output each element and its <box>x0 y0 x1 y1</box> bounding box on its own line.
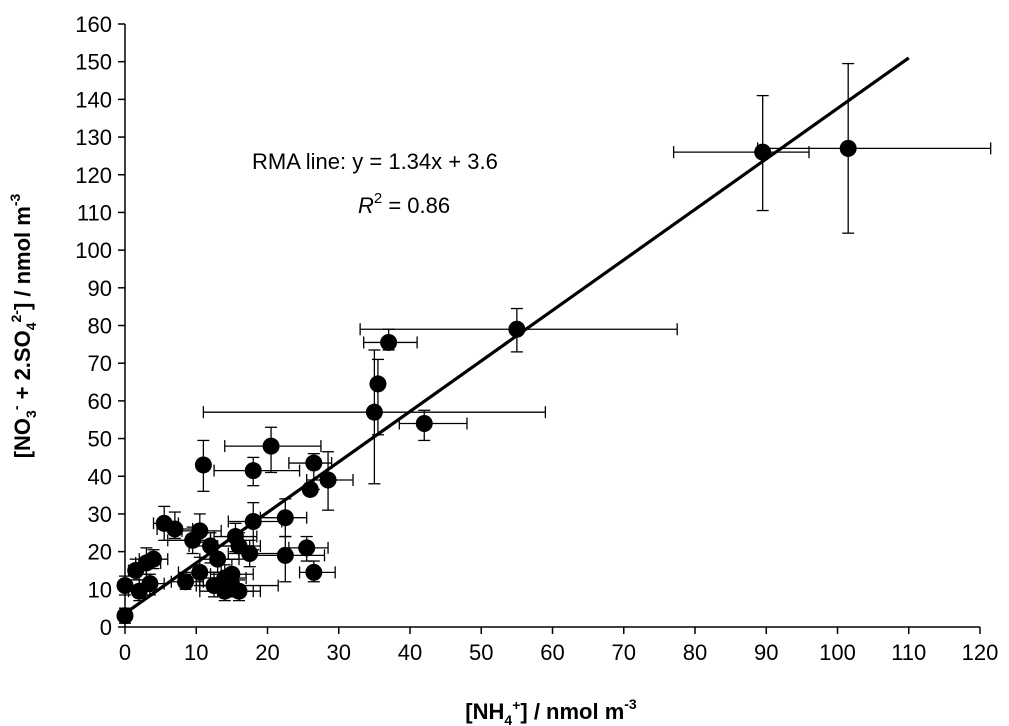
x-tick-label: 40 <box>398 640 422 665</box>
annotation-equation: RMA line: y = 1.34x + 3.6 <box>252 149 498 174</box>
axes <box>118 23 981 634</box>
x-tick-label: 60 <box>540 640 564 665</box>
data-point <box>415 414 433 432</box>
y-tick-label: 130 <box>75 125 112 150</box>
y-tick-label: 150 <box>75 50 112 75</box>
r-value: = 0.86 <box>382 193 450 218</box>
data-point <box>244 462 262 480</box>
y-tick-label: 0 <box>100 615 112 640</box>
y-tick-label: 90 <box>88 276 112 301</box>
data-point <box>298 539 316 557</box>
y-tick-label: 160 <box>75 12 112 37</box>
y-tick-label: 40 <box>88 464 112 489</box>
tick-labels: 0102030405060708090100110120130140150160… <box>75 12 998 665</box>
data-point <box>754 143 772 161</box>
data-point <box>130 582 148 600</box>
y-axis-title: [NO3- + 2.SO42-] / nmol m-3 <box>7 193 39 458</box>
data-point <box>244 512 262 530</box>
r-symbol: R <box>358 193 374 218</box>
data-point <box>230 582 248 600</box>
data-point <box>305 454 323 472</box>
error-bars <box>119 62 992 624</box>
data-point <box>127 561 145 579</box>
x-tick-label: 110 <box>891 640 926 665</box>
y-tick-label: 120 <box>75 163 112 188</box>
x-tick-label: 90 <box>754 640 778 665</box>
y-tick-label: 80 <box>88 314 112 339</box>
x-tick-label: 0 <box>119 640 131 665</box>
x-tick-label: 100 <box>819 640 856 665</box>
x-tick-label: 30 <box>327 640 351 665</box>
x-tick-label: 120 <box>962 640 999 665</box>
data-point <box>839 139 857 157</box>
data-point <box>209 550 227 568</box>
data-point <box>508 320 526 338</box>
y-tick-label: 70 <box>88 351 112 376</box>
data-points <box>116 139 857 625</box>
data-point <box>241 545 259 563</box>
data-point <box>216 582 234 600</box>
data-point <box>369 375 387 393</box>
y-tick-label: 110 <box>77 200 112 225</box>
annotation-r-squared: R2 = 0.86 <box>358 190 450 218</box>
data-point <box>301 480 319 498</box>
data-point <box>202 537 219 555</box>
x-tick-label: 80 <box>683 640 707 665</box>
data-point <box>262 437 280 455</box>
x-tick-label: 50 <box>469 640 493 665</box>
data-point <box>184 531 202 549</box>
y-tick-label: 50 <box>88 427 112 452</box>
data-point <box>319 471 337 489</box>
y-tick-label: 10 <box>88 577 112 602</box>
y-tick-label: 30 <box>88 502 112 527</box>
x-tick-label: 20 <box>255 640 279 665</box>
data-point <box>194 456 212 474</box>
data-point <box>276 509 294 527</box>
data-point <box>276 546 294 564</box>
data-point <box>177 573 195 591</box>
x-axis-title: [NH4+] / nmol m-3 <box>465 696 637 726</box>
data-point <box>191 563 209 581</box>
y-tick-label: 60 <box>88 389 112 414</box>
r-superscript: 2 <box>374 190 382 207</box>
x-tick-label: 70 <box>612 640 636 665</box>
data-point <box>365 403 383 421</box>
y-tick-label: 100 <box>75 238 112 263</box>
data-point <box>166 520 184 538</box>
y-tick-label: 20 <box>88 540 112 565</box>
data-point <box>380 333 398 351</box>
data-point <box>305 563 323 581</box>
y-tick-label: 140 <box>75 87 112 112</box>
x-tick-label: 10 <box>184 640 208 665</box>
